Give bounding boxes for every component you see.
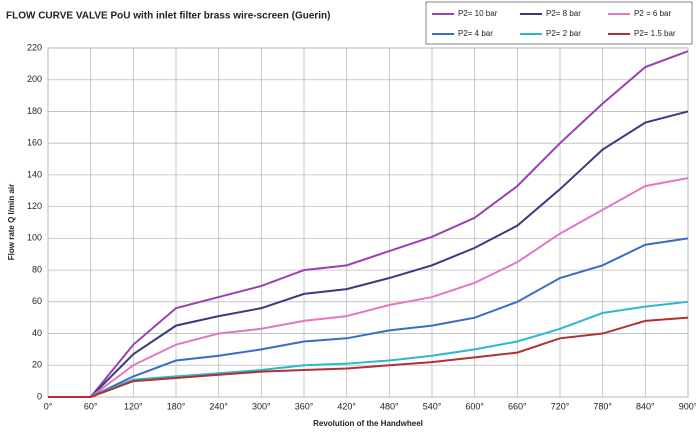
y-tick-label: 180 [27,106,42,116]
series-line [48,237,689,398]
x-tick-label: 480° [380,401,399,411]
x-tick-label: 420° [337,401,356,411]
y-tick-label: 220 [27,42,42,52]
legend-label: P2= 8 bar [546,9,581,18]
x-tick-label: 660° [508,401,527,411]
x-tick-label: 300° [252,401,271,411]
y-tick-label: 100 [27,233,42,243]
y-tick-label: 20 [32,360,42,370]
x-tick-label: 240° [209,401,228,411]
y-axis-label: Flow rate Q l/min air [7,184,16,260]
series-line [48,50,689,398]
y-tick-label: 120 [27,201,42,211]
x-tick-label: 600° [465,401,484,411]
x-tick-label: 120° [124,401,143,411]
x-tick-label: 900° [679,401,696,411]
y-tick-label: 140 [27,169,42,179]
series-line [48,177,689,398]
y-tick-label: 0 [37,391,42,401]
y-tick-label: 60 [32,296,42,306]
plot-area [47,47,689,398]
series-line [48,300,689,398]
legend-label: P2= 1.5 bar [634,29,676,38]
y-tick-label: 200 [27,74,42,84]
x-tick-label: 840° [636,401,655,411]
x-tick-label: 180° [167,401,186,411]
legend-label: P2= 2 bar [546,29,581,38]
series-line [48,110,689,398]
y-tick-label: 40 [32,328,42,338]
x-tick-label: 0° [44,401,53,411]
x-tick-label: 780° [593,401,612,411]
x-axis-label: Revolution of the Handwheel [313,419,423,428]
x-tick-label: 540° [423,401,442,411]
legend-label: P2 = 6 bar [634,9,671,18]
series-line [48,316,689,398]
x-tick-label: 360° [295,401,314,411]
x-tick-label: 60° [84,401,98,411]
y-tick-label: 80 [32,264,42,274]
chart-title: FLOW CURVE VALVE PoU with inlet filter b… [6,11,331,22]
legend-label: P2= 4 bar [458,29,493,38]
legend-label: P2= 10 bar [458,9,498,18]
x-tick-label: 720° [551,401,570,411]
legend-box [425,1,693,45]
y-tick-label: 160 [27,138,42,148]
